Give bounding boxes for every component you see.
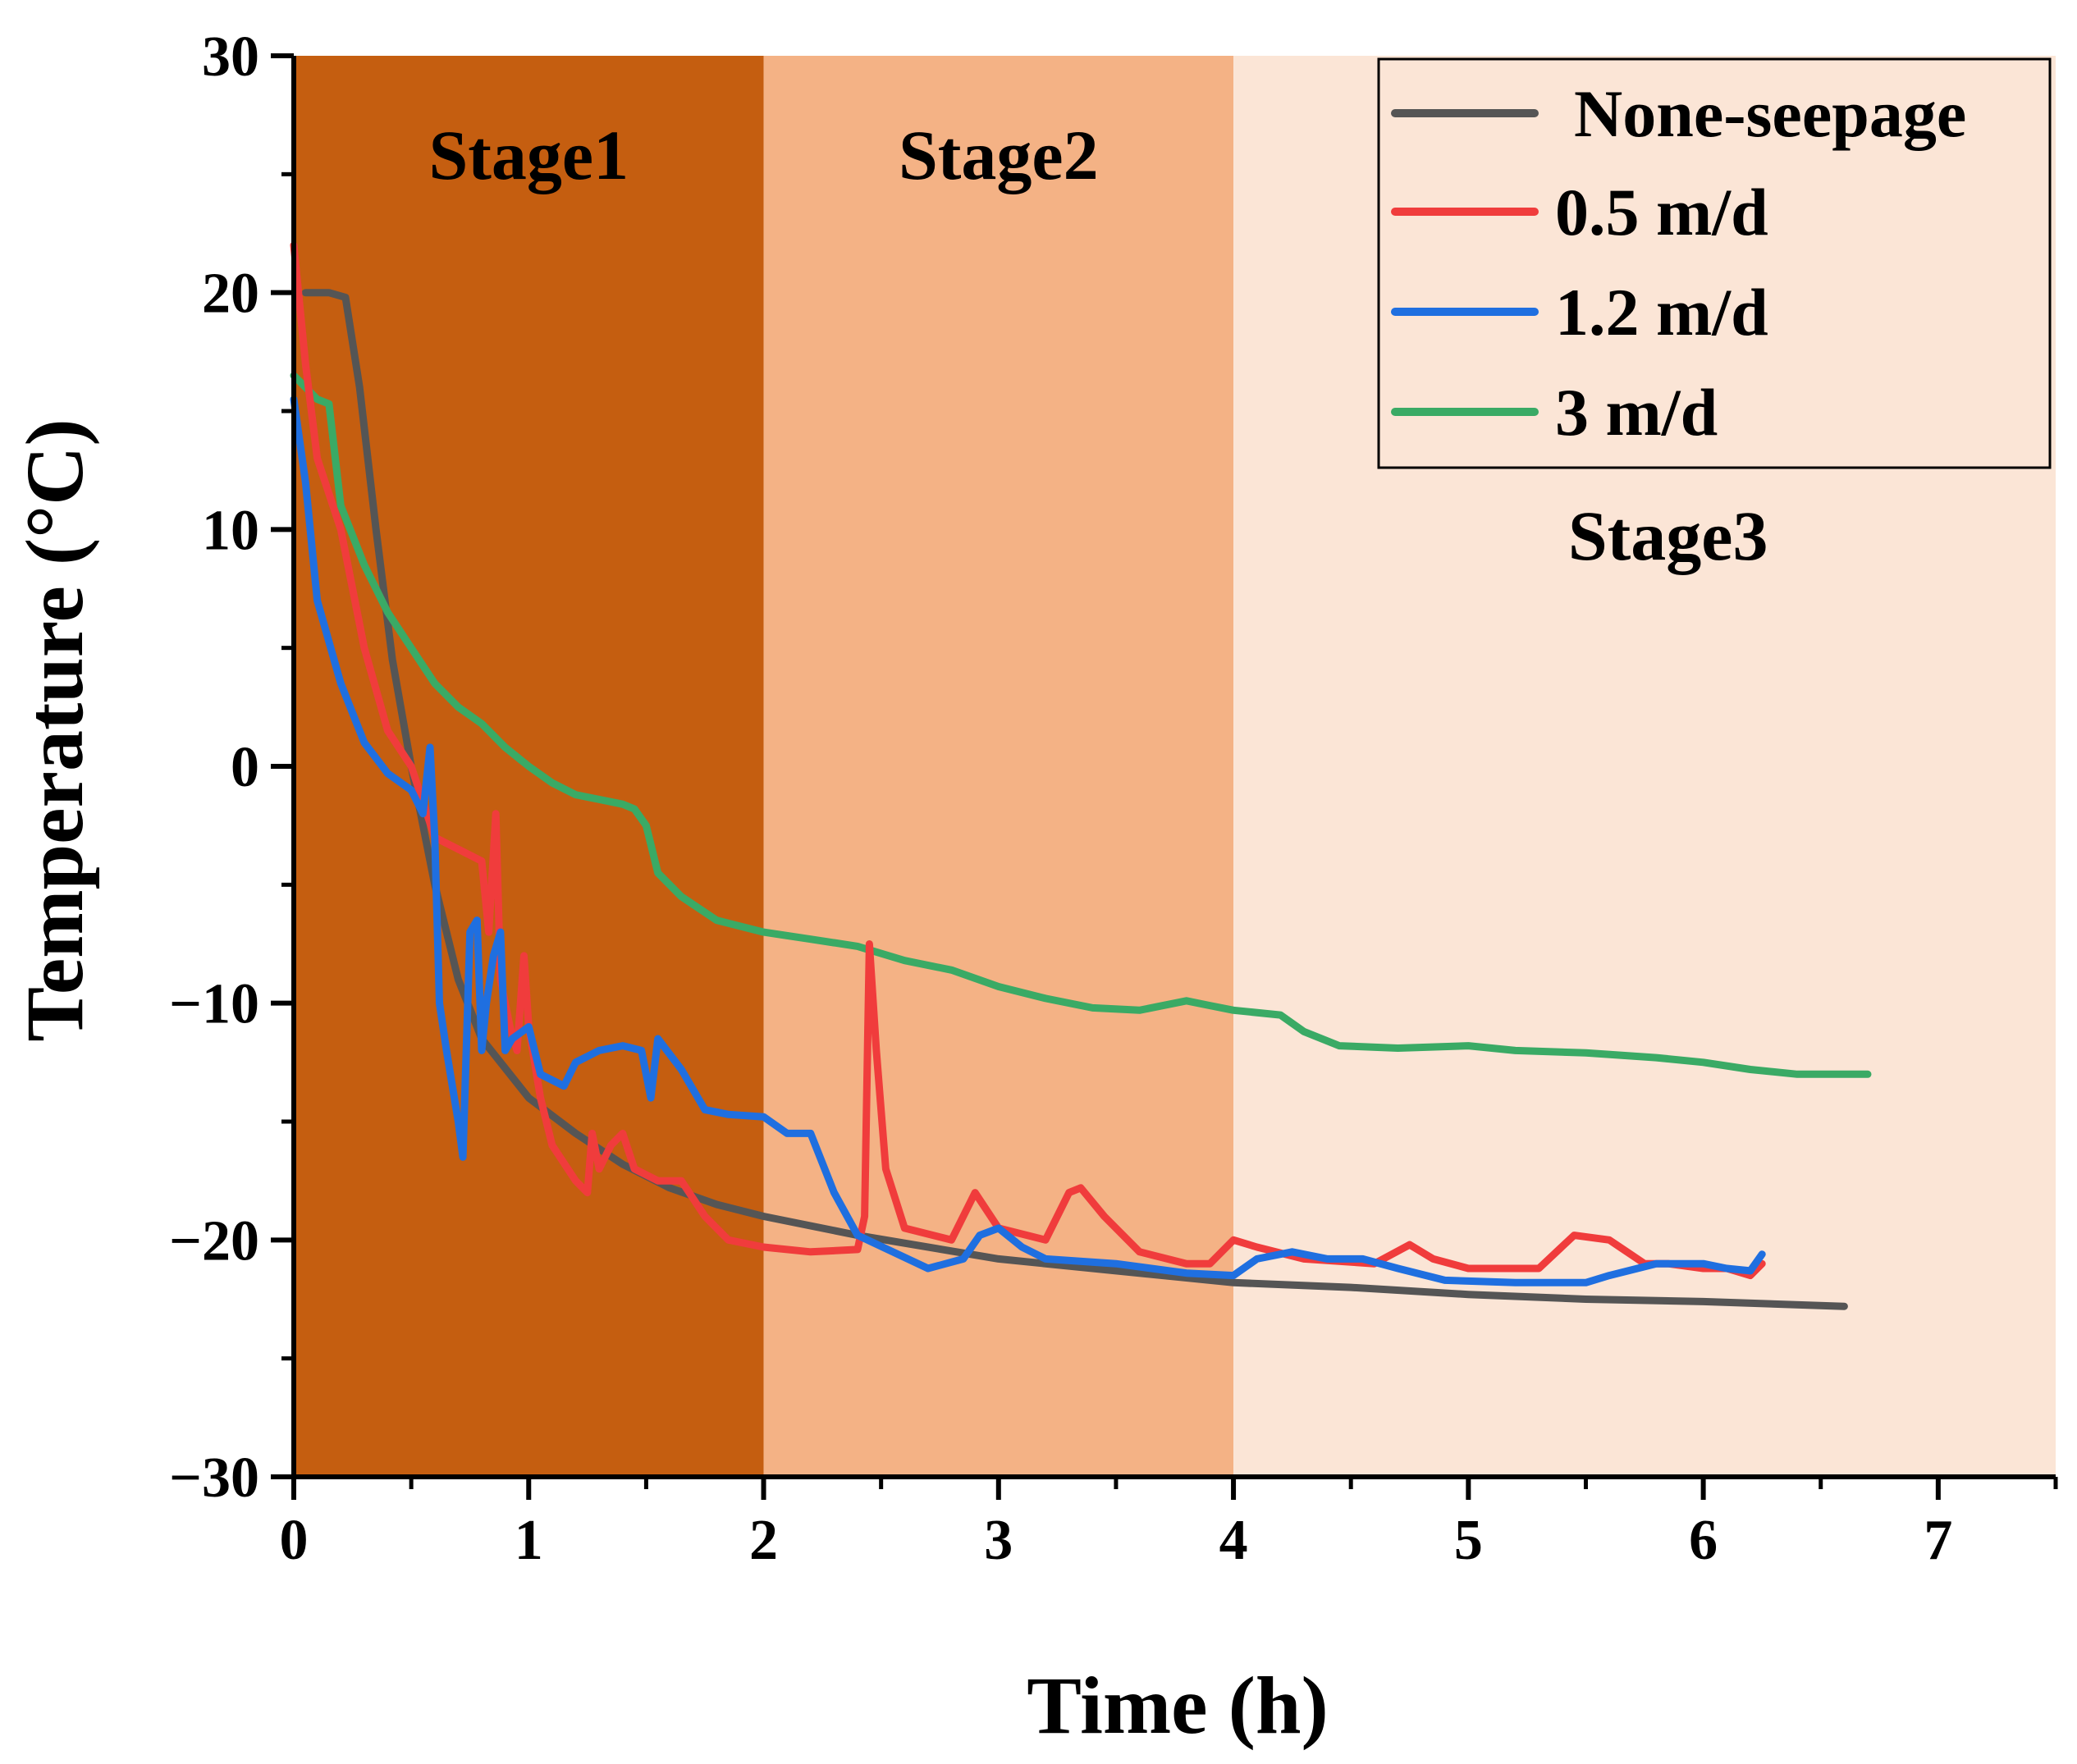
axes: −30 −20 −10 0 10 20 30 0 1 2 3 4 5 6 7: [169, 25, 2058, 1572]
stage-label-2: Stage2: [899, 116, 1099, 194]
series-line-0-5-m-d: [290, 241, 1766, 1280]
series-line-1-2-m-d: [290, 395, 1766, 1286]
legend-label: None-seepage: [1574, 76, 1966, 151]
legend: None-seepage 0.5 m/d 1.2 m/d 3 m/d: [1377, 57, 2052, 469]
legend-label: 0.5 m/d: [1555, 175, 1768, 249]
x-tick-label: 5: [1454, 1509, 1483, 1572]
x-tick-label: 6: [1689, 1509, 1718, 1572]
series-lines: [290, 241, 1872, 1310]
x-axis-title: Time (h): [1027, 1660, 1329, 1751]
x-tick-label: 0: [280, 1509, 309, 1572]
stage-band-2: [763, 56, 1234, 1477]
x-tick-label: 3: [984, 1509, 1013, 1572]
y-axis-title: Temperature (°C): [9, 418, 100, 1041]
stage-band-3: [1233, 56, 2056, 1477]
y-tick-label: 0: [231, 736, 259, 799]
x-tick-label: 2: [749, 1509, 778, 1572]
y-tick-label: −10: [169, 973, 259, 1036]
y-tick-label: 20: [202, 263, 259, 326]
x-tick-label: 4: [1219, 1509, 1248, 1572]
y-tick-label: −30: [169, 1446, 259, 1510]
legend-box: [1377, 57, 2052, 469]
y-tick-label: 30: [202, 25, 259, 89]
legend-label: 3 m/d: [1555, 375, 1718, 450]
legend-label: 1.2 m/d: [1555, 275, 1768, 350]
series-line-none-seepage: [301, 289, 1848, 1310]
stage-label-3: Stage3: [1568, 496, 1768, 575]
y-tick-label: −20: [169, 1209, 259, 1273]
stage-label-1: Stage1: [428, 116, 629, 194]
y-tick-label: 10: [202, 499, 259, 562]
stage-bands: [294, 56, 2056, 1477]
x-tick-label: 7: [1924, 1509, 1952, 1572]
series-line-3-m-d: [290, 372, 1872, 1078]
x-tick-label: 1: [515, 1509, 543, 1572]
stage-labels: Stage1 Stage2 Stage3: [428, 116, 1768, 575]
